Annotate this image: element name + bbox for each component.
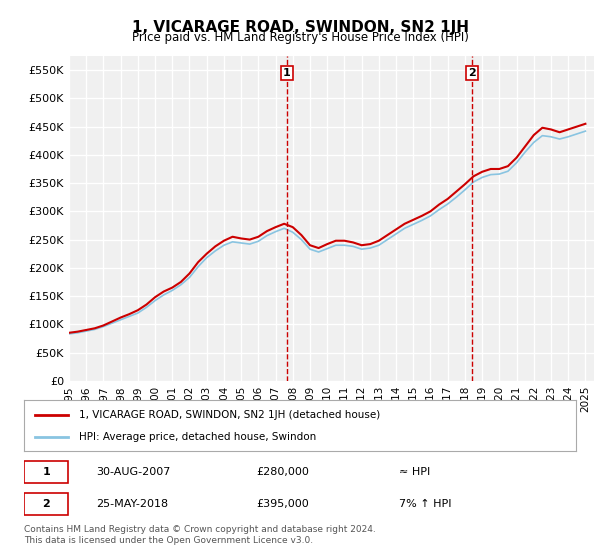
Text: Contains HM Land Registry data © Crown copyright and database right 2024.
This d: Contains HM Land Registry data © Crown c… bbox=[24, 525, 376, 545]
Text: Price paid vs. HM Land Registry's House Price Index (HPI): Price paid vs. HM Land Registry's House … bbox=[131, 31, 469, 44]
Text: 1: 1 bbox=[42, 467, 50, 477]
FancyBboxPatch shape bbox=[24, 493, 68, 515]
Text: 1, VICARAGE ROAD, SWINDON, SN2 1JH: 1, VICARAGE ROAD, SWINDON, SN2 1JH bbox=[131, 20, 469, 35]
Text: 30-AUG-2007: 30-AUG-2007 bbox=[96, 467, 170, 477]
Text: 2: 2 bbox=[468, 68, 476, 78]
Text: 25-MAY-2018: 25-MAY-2018 bbox=[96, 499, 168, 509]
Text: ≈ HPI: ≈ HPI bbox=[400, 467, 431, 477]
Text: HPI: Average price, detached house, Swindon: HPI: Average price, detached house, Swin… bbox=[79, 432, 316, 442]
Text: 7% ↑ HPI: 7% ↑ HPI bbox=[400, 499, 452, 509]
Text: 1, VICARAGE ROAD, SWINDON, SN2 1JH (detached house): 1, VICARAGE ROAD, SWINDON, SN2 1JH (deta… bbox=[79, 409, 380, 419]
Text: 1: 1 bbox=[283, 68, 291, 78]
FancyBboxPatch shape bbox=[24, 461, 68, 483]
Text: £280,000: £280,000 bbox=[256, 467, 309, 477]
Text: 2: 2 bbox=[42, 499, 50, 509]
Text: £395,000: £395,000 bbox=[256, 499, 308, 509]
